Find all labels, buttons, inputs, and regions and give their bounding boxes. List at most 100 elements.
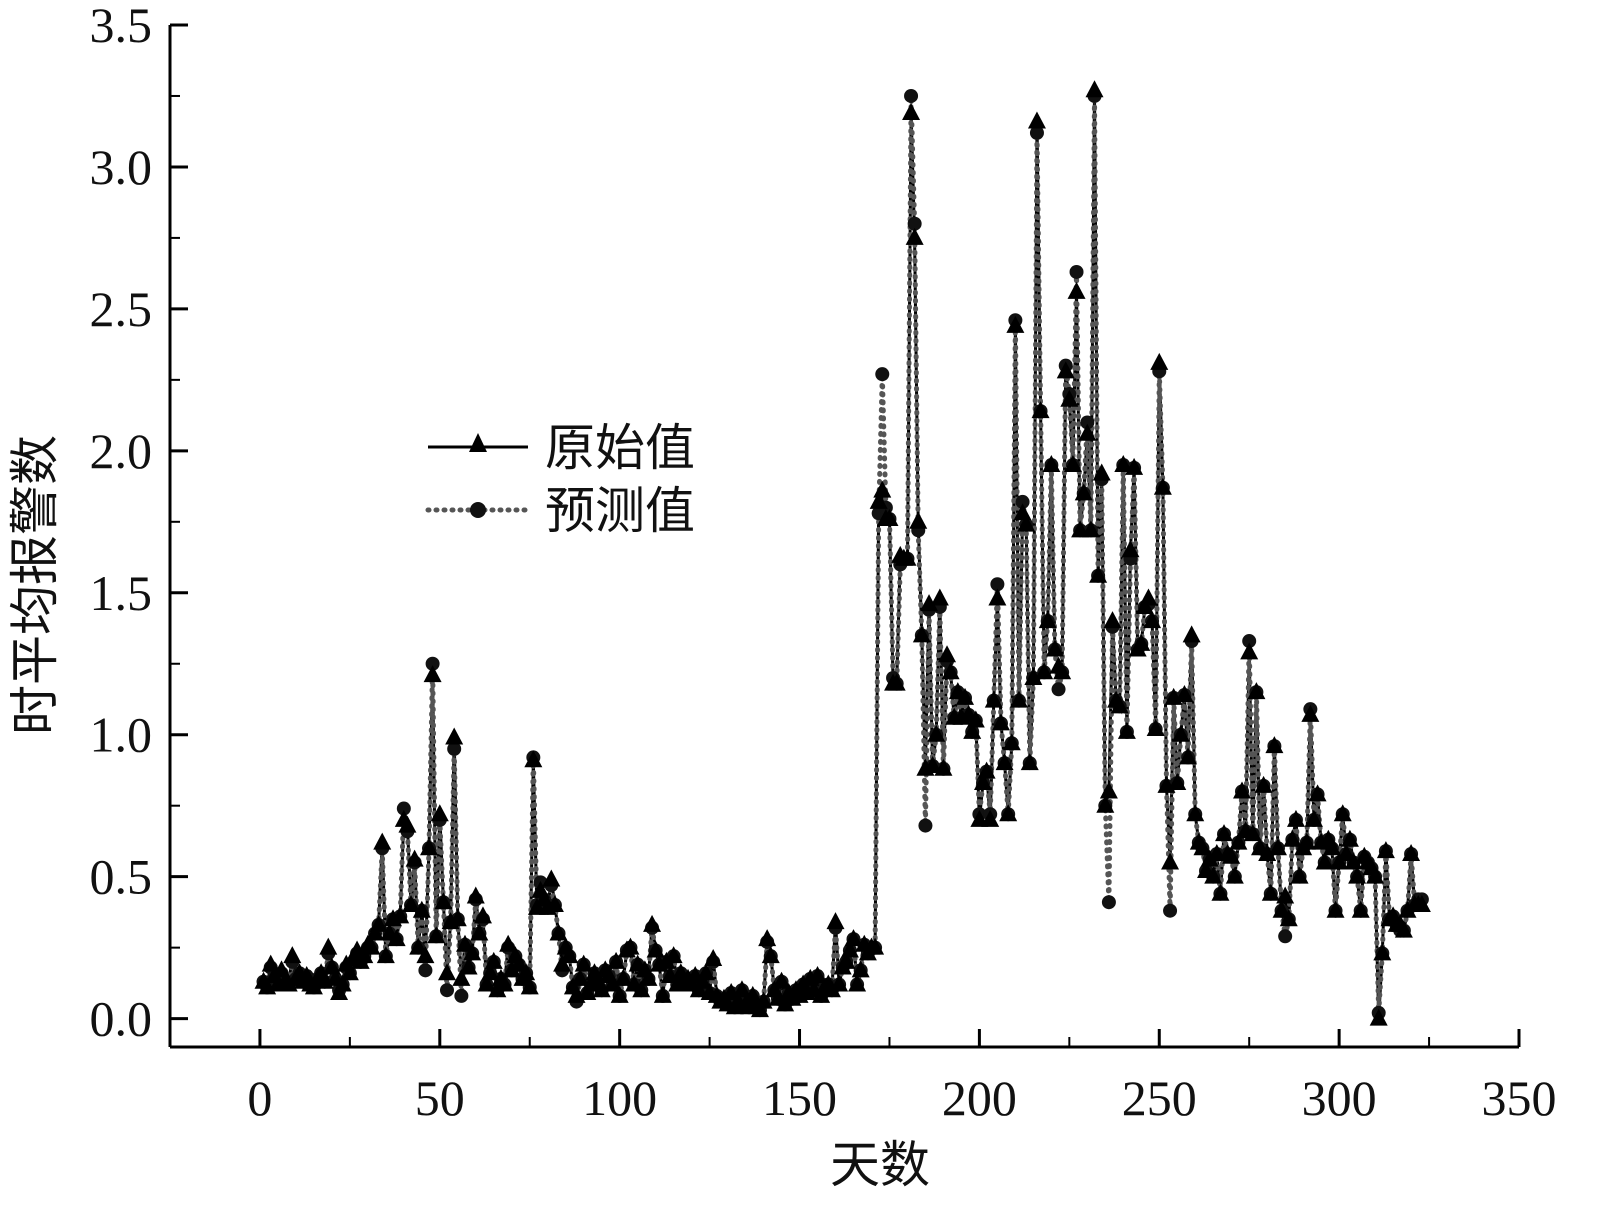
original-point (1096, 795, 1115, 813)
original-point (391, 906, 410, 924)
original-point (837, 951, 856, 969)
original-point (697, 963, 716, 981)
original-point (912, 625, 931, 643)
original-point (1110, 696, 1129, 714)
original-point (1035, 662, 1054, 680)
original-point (412, 900, 431, 918)
original-point (272, 960, 291, 978)
predicted-point (1080, 415, 1095, 430)
legend-item-predicted: 预测值 (425, 483, 695, 539)
original-point (1344, 852, 1363, 870)
original-point (1204, 866, 1223, 884)
axes (168, 25, 1519, 1049)
legend-label-original: 原始值 (545, 420, 695, 476)
y-tick-label: 0.5 (90, 849, 153, 905)
original-point (991, 713, 1010, 731)
predicted-point (396, 801, 411, 816)
original-point (376, 946, 395, 964)
original-point (632, 980, 651, 998)
original-point (1308, 784, 1327, 802)
original-point (362, 937, 381, 955)
y-axis-label: 时平均报警数 (7, 435, 63, 735)
original-point (887, 673, 906, 691)
original-point (639, 968, 658, 986)
original-point (808, 966, 827, 984)
original-point (445, 727, 464, 745)
x-tick-label: 300 (1302, 1070, 1377, 1126)
original-point (1168, 772, 1187, 790)
original-point (1103, 611, 1122, 629)
original-point (1024, 667, 1043, 685)
predicted-point (418, 963, 433, 978)
plot-area (254, 80, 1431, 1026)
original-point (851, 960, 870, 978)
y-tick-label: 0.0 (90, 991, 153, 1047)
original-point (560, 946, 579, 964)
original-point (1265, 736, 1284, 754)
original-point (1125, 457, 1144, 475)
original-point (920, 594, 939, 612)
legend: 原始值 预测值 (425, 420, 695, 539)
original-point (1042, 455, 1061, 473)
original-point (1366, 866, 1385, 884)
original-point (938, 645, 957, 663)
original-point (578, 983, 597, 1001)
original-point (761, 946, 780, 964)
original-point (830, 974, 849, 992)
original-point (1215, 824, 1234, 842)
original-point (549, 923, 568, 941)
original-point (934, 758, 953, 776)
original-point (1247, 682, 1266, 700)
original-point (1017, 514, 1036, 532)
x-tick-label: 250 (1122, 1070, 1197, 1126)
original-point (1045, 639, 1064, 657)
x-tick-label: 350 (1482, 1070, 1557, 1126)
original-point (1078, 423, 1097, 441)
x-tick-label: 100 (582, 1070, 657, 1126)
predicted-point (1163, 903, 1178, 918)
predicted-point (1029, 125, 1044, 140)
predicted-point (904, 88, 919, 103)
original-point (646, 940, 665, 958)
original-point (1006, 315, 1025, 333)
original-point (1092, 463, 1111, 481)
original-point (840, 940, 859, 958)
original-point (466, 886, 485, 904)
legend-circle-marker-icon (470, 502, 486, 518)
y-tick-label: 1.0 (90, 707, 153, 763)
original-point (844, 929, 863, 947)
original-point (966, 710, 985, 728)
predicted-point (875, 367, 890, 382)
original-point (322, 957, 341, 975)
original-point (1060, 389, 1079, 407)
original-point (848, 974, 867, 992)
original-point (330, 983, 349, 1001)
original-point (1337, 843, 1356, 861)
original-point (984, 690, 1003, 708)
original-point (1369, 1008, 1388, 1026)
original-point (1002, 733, 1021, 751)
original-point (1038, 611, 1057, 629)
original-point (1193, 838, 1212, 856)
original-point (664, 946, 683, 964)
original-point (1297, 832, 1316, 850)
original-point (427, 926, 446, 944)
original-point (481, 963, 500, 981)
original-point (1322, 838, 1341, 856)
original-point (812, 985, 831, 1003)
original-point (1063, 455, 1082, 473)
original-point (592, 980, 611, 998)
original-point (1053, 662, 1072, 680)
original-point (1272, 900, 1291, 918)
original-point (869, 491, 888, 509)
original-point (477, 974, 496, 992)
original-point (905, 227, 924, 245)
original-point (977, 761, 996, 779)
original-point (484, 951, 503, 969)
x-tick-label: 200 (942, 1070, 1017, 1126)
original-point (1161, 852, 1180, 870)
original-point (927, 724, 946, 742)
original-point (1211, 883, 1230, 901)
original-point (473, 906, 492, 924)
original-point (1290, 866, 1309, 884)
